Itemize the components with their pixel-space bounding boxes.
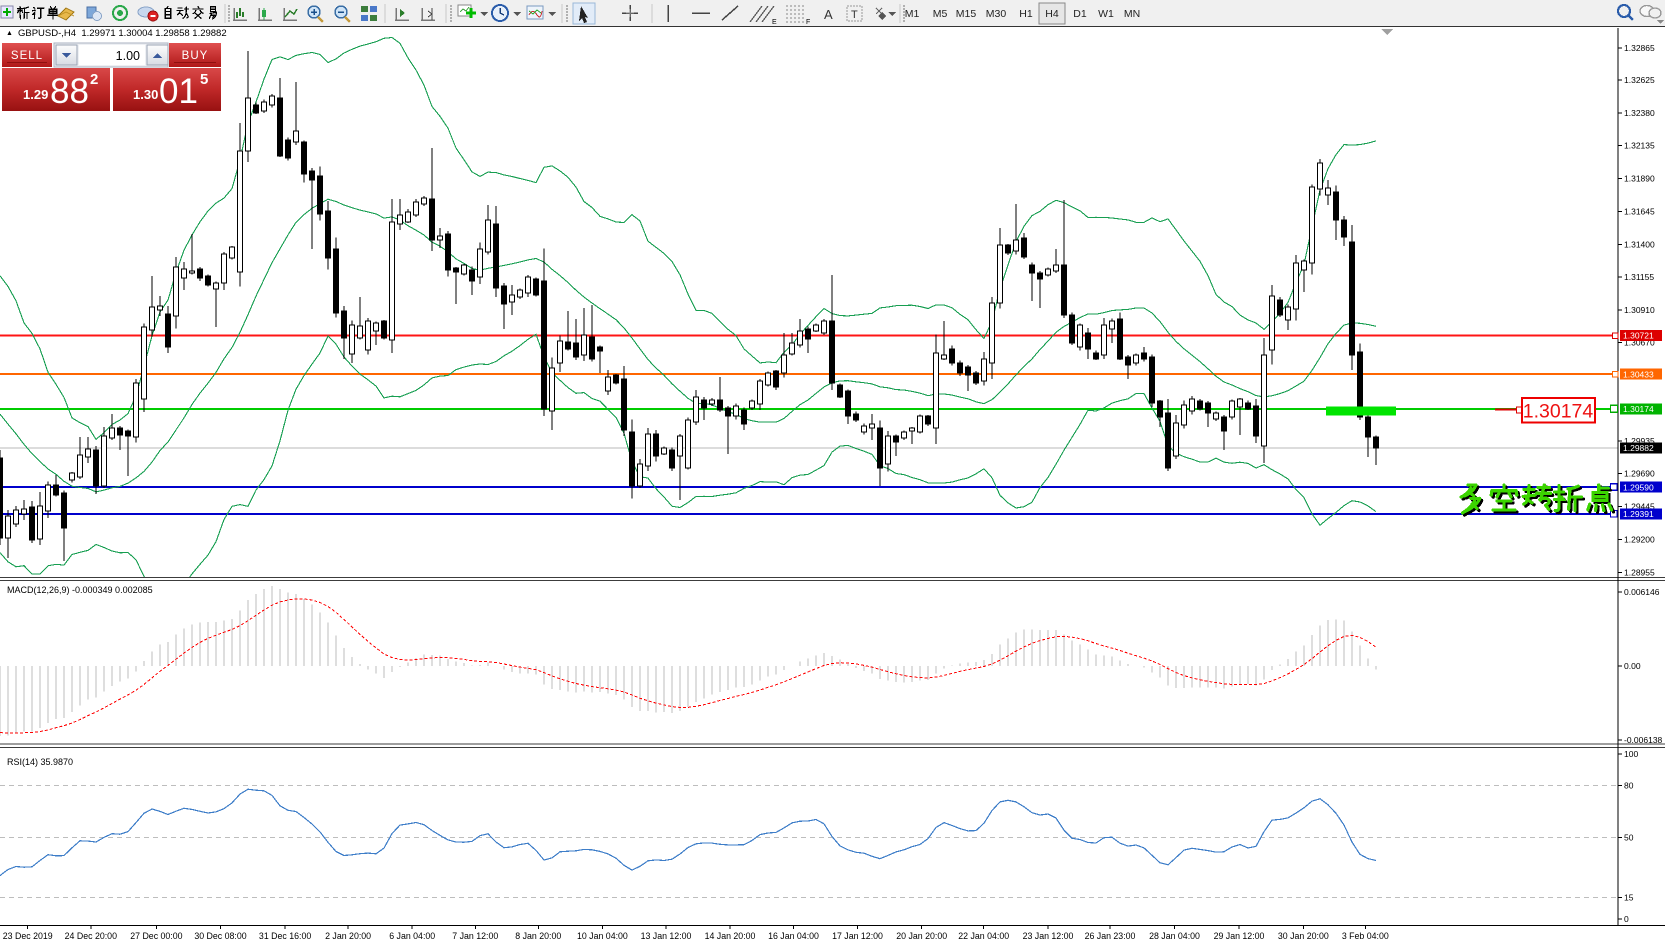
svg-text:30 Jan 20:00: 30 Jan 20:00 <box>1278 931 1329 941</box>
svg-text:5: 5 <box>200 71 208 88</box>
svg-text:1.31890: 1.31890 <box>1624 174 1655 184</box>
svg-text:H1: H1 <box>1019 8 1033 20</box>
svg-text:1.30: 1.30 <box>133 87 158 102</box>
svg-text:50: 50 <box>1624 832 1634 842</box>
svg-text:1.32625: 1.32625 <box>1624 75 1655 85</box>
svg-text:2: 2 <box>90 71 98 88</box>
svg-text:GBPUSD-,H4 1.29971 1.30004 1.: GBPUSD-,H4 1.29971 1.30004 1.29858 1.298… <box>18 28 227 39</box>
svg-text:14 Jan 20:00: 14 Jan 20:00 <box>705 931 756 941</box>
svg-text:T: T <box>851 9 858 21</box>
svg-text:100: 100 <box>1624 749 1638 759</box>
svg-text:1.29391: 1.29391 <box>1623 509 1654 519</box>
svg-text:15: 15 <box>1624 893 1634 903</box>
svg-text:1.31645: 1.31645 <box>1624 207 1655 217</box>
svg-text:3 Feb 04:00: 3 Feb 04:00 <box>1342 931 1389 941</box>
svg-text:1.29445: 1.29445 <box>1624 502 1655 512</box>
svg-text:0.006146: 0.006146 <box>1624 587 1660 597</box>
svg-text:1.30670: 1.30670 <box>1624 337 1655 347</box>
svg-text:0: 0 <box>1624 914 1629 924</box>
svg-text:1.28955: 1.28955 <box>1624 567 1655 577</box>
svg-text:MN: MN <box>1124 8 1140 20</box>
svg-text:80: 80 <box>1624 781 1634 791</box>
svg-text:1.32865: 1.32865 <box>1624 43 1655 53</box>
svg-text:1.30174: 1.30174 <box>1523 401 1594 423</box>
svg-text:F: F <box>806 19 810 26</box>
svg-text:1.29: 1.29 <box>23 87 48 102</box>
svg-text:16 Jan 04:00: 16 Jan 04:00 <box>768 931 819 941</box>
svg-text:1.30910: 1.30910 <box>1624 305 1655 315</box>
svg-text:26 Jan 23:00: 26 Jan 23:00 <box>1085 931 1136 941</box>
svg-text:2 Jan 20:00: 2 Jan 20:00 <box>325 931 371 941</box>
svg-text:A: A <box>824 7 833 22</box>
svg-text:SELL: SELL <box>11 50 43 62</box>
svg-text:BUY: BUY <box>182 50 209 62</box>
svg-text:01: 01 <box>159 72 198 111</box>
svg-text:17 Jan 12:00: 17 Jan 12:00 <box>832 931 883 941</box>
svg-text:10 Jan 04:00: 10 Jan 04:00 <box>577 931 628 941</box>
svg-text:23 Jan 12:00: 23 Jan 12:00 <box>1023 931 1074 941</box>
svg-text:1.29690: 1.29690 <box>1624 469 1655 479</box>
svg-text:M30: M30 <box>986 8 1007 20</box>
svg-text:30 Dec 08:00: 30 Dec 08:00 <box>194 931 246 941</box>
svg-text:0.00: 0.00 <box>1624 661 1641 671</box>
svg-text:20 Jan 20:00: 20 Jan 20:00 <box>896 931 947 941</box>
svg-text:6 Jan 04:00: 6 Jan 04:00 <box>389 931 435 941</box>
svg-text:29 Jan 12:00: 29 Jan 12:00 <box>1214 931 1265 941</box>
svg-text:M15: M15 <box>956 8 977 20</box>
svg-text:23 Dec 2019: 23 Dec 2019 <box>3 931 53 941</box>
svg-text:H4: H4 <box>1045 8 1059 20</box>
svg-text:8 Jan 20:00: 8 Jan 20:00 <box>515 931 561 941</box>
svg-text:31 Dec 16:00: 31 Dec 16:00 <box>259 931 311 941</box>
svg-text:1.30721: 1.30721 <box>1623 331 1654 341</box>
svg-text:1.29590: 1.29590 <box>1623 482 1654 492</box>
svg-text:7 Jan 12:00: 7 Jan 12:00 <box>452 931 498 941</box>
svg-text:1.32380: 1.32380 <box>1624 108 1655 118</box>
svg-text:RSI(14) 35.9870: RSI(14) 35.9870 <box>7 757 73 767</box>
svg-text:W1: W1 <box>1098 8 1114 20</box>
svg-text:E: E <box>772 19 777 26</box>
svg-text:1.31400: 1.31400 <box>1624 239 1655 249</box>
svg-text:22 Jan 04:00: 22 Jan 04:00 <box>958 931 1009 941</box>
svg-text:88: 88 <box>50 72 89 111</box>
svg-text:13 Jan 12:00: 13 Jan 12:00 <box>641 931 692 941</box>
svg-text:1.30174: 1.30174 <box>1623 404 1654 414</box>
svg-text:1.30433: 1.30433 <box>1623 369 1654 379</box>
svg-text:1.31155: 1.31155 <box>1624 272 1654 282</box>
svg-text:28 Jan 04:00: 28 Jan 04:00 <box>1149 931 1200 941</box>
svg-text:D1: D1 <box>1073 8 1087 20</box>
svg-text:▲: ▲ <box>6 30 13 37</box>
svg-text:MACD(12,26,9) -0.000349 0.0020: MACD(12,26,9) -0.000349 0.002085 <box>7 585 153 595</box>
svg-text:-0.006138: -0.006138 <box>1624 735 1663 745</box>
svg-text:1.32135: 1.32135 <box>1624 141 1655 151</box>
svg-text:1.00: 1.00 <box>116 49 140 63</box>
svg-text:1.29935: 1.29935 <box>1624 436 1655 446</box>
svg-text:24 Dec 20:00: 24 Dec 20:00 <box>65 931 117 941</box>
svg-text:27 Dec 00:00: 27 Dec 00:00 <box>130 931 182 941</box>
svg-text:M1: M1 <box>905 8 920 20</box>
svg-text:1.29882: 1.29882 <box>1623 443 1654 453</box>
svg-text:1.29200: 1.29200 <box>1624 535 1655 545</box>
svg-text:M5: M5 <box>933 8 948 20</box>
